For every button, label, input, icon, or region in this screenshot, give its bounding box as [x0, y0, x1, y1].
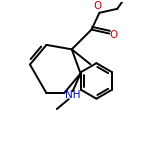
Text: O: O	[93, 1, 102, 11]
Text: O: O	[109, 30, 117, 40]
Text: NH: NH	[65, 90, 80, 100]
